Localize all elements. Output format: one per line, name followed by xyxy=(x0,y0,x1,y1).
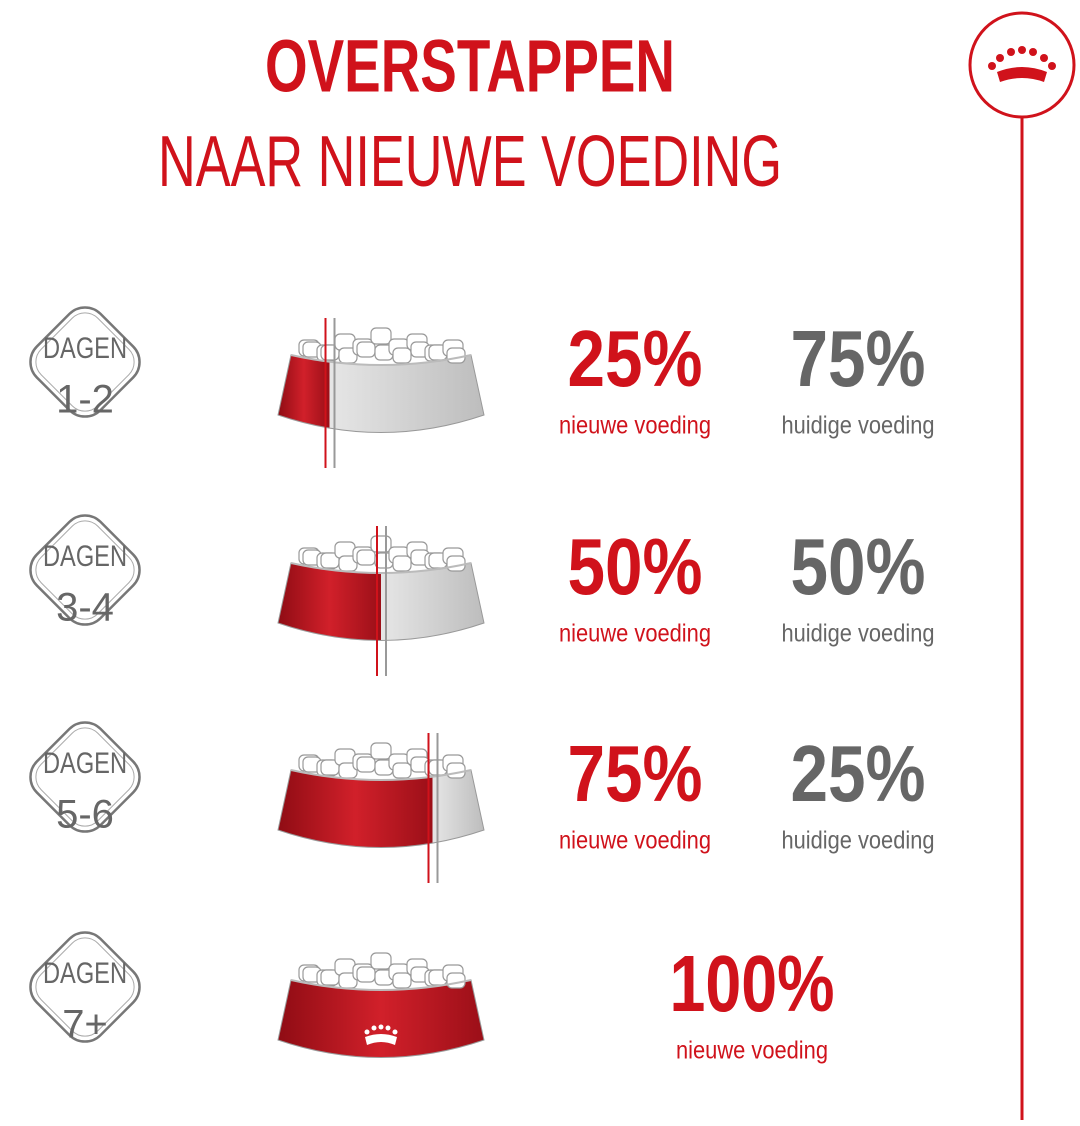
day-badge-inner xyxy=(35,520,135,620)
food xyxy=(298,742,466,779)
day-word: DAGEN xyxy=(43,332,127,365)
day-range: 1-2 xyxy=(56,378,114,422)
old-caption: huidige voeding xyxy=(782,412,935,440)
food xyxy=(298,327,466,364)
crown-dot xyxy=(392,1029,398,1035)
crown-dot xyxy=(371,1025,377,1031)
kibble xyxy=(446,972,466,989)
subtitle: NAAR NIEUWE VOEDING xyxy=(158,122,782,202)
new-caption: nieuwe voeding xyxy=(559,620,711,648)
day-word: DAGEN xyxy=(43,747,127,780)
kibble xyxy=(370,952,392,970)
rim xyxy=(290,354,472,366)
kibble xyxy=(370,742,392,760)
day-range: 3-4 xyxy=(56,586,114,630)
day-badge xyxy=(29,306,141,418)
kibble xyxy=(392,347,412,364)
kibble xyxy=(356,756,376,773)
new-percent: 100% xyxy=(670,939,835,1028)
kibble xyxy=(446,762,466,779)
kibble xyxy=(446,555,466,572)
new-percent: 50% xyxy=(568,522,703,611)
new-caption: nieuwe voeding xyxy=(559,412,711,440)
food xyxy=(298,952,466,989)
kibble xyxy=(370,327,392,345)
day-range: 7+ xyxy=(62,1003,108,1047)
bowl xyxy=(278,563,484,641)
old-percent: 50% xyxy=(791,522,926,611)
day-badge-inner xyxy=(35,727,135,827)
kibble xyxy=(356,966,376,983)
old-caption: huidige voeding xyxy=(782,620,935,648)
day-badge xyxy=(29,721,141,833)
day-word: DAGEN xyxy=(43,540,127,573)
bowl-crown xyxy=(364,1024,398,1045)
kibble xyxy=(370,535,392,553)
old-percent: 75% xyxy=(791,314,926,403)
kibble xyxy=(356,549,376,566)
bowl xyxy=(278,980,484,1058)
title: OVERSTAPPEN xyxy=(265,25,675,108)
new-percent: 75% xyxy=(568,729,703,818)
rim xyxy=(290,979,472,991)
new-food-share xyxy=(278,563,381,641)
kibble xyxy=(356,341,376,358)
kibble xyxy=(392,762,412,779)
day-range: 5-6 xyxy=(56,793,114,837)
old-percent: 25% xyxy=(791,729,926,818)
logo xyxy=(968,11,1076,1120)
new-caption: nieuwe voeding xyxy=(559,827,711,855)
food xyxy=(298,535,466,572)
old-food-share xyxy=(381,563,484,641)
crown-dot xyxy=(385,1025,391,1031)
crown-dot xyxy=(364,1029,370,1035)
day-badge xyxy=(29,514,141,626)
rim xyxy=(290,769,472,781)
crown-dot xyxy=(378,1024,384,1030)
new-percent: 25% xyxy=(568,314,703,403)
crown-band xyxy=(365,1034,397,1045)
day-badge xyxy=(29,931,141,1043)
new-food-share xyxy=(278,770,433,848)
old-food-share xyxy=(329,355,484,433)
rim xyxy=(290,562,472,574)
old-caption: huidige voeding xyxy=(782,827,935,855)
day-word: DAGEN xyxy=(43,957,127,990)
day-badge-inner xyxy=(35,937,135,1037)
kibble xyxy=(446,347,466,364)
new-food-share xyxy=(278,980,484,1058)
new-caption: nieuwe voeding xyxy=(676,1037,828,1065)
kibble xyxy=(392,972,412,989)
day-badge-inner xyxy=(35,312,135,412)
kibble xyxy=(392,555,412,572)
